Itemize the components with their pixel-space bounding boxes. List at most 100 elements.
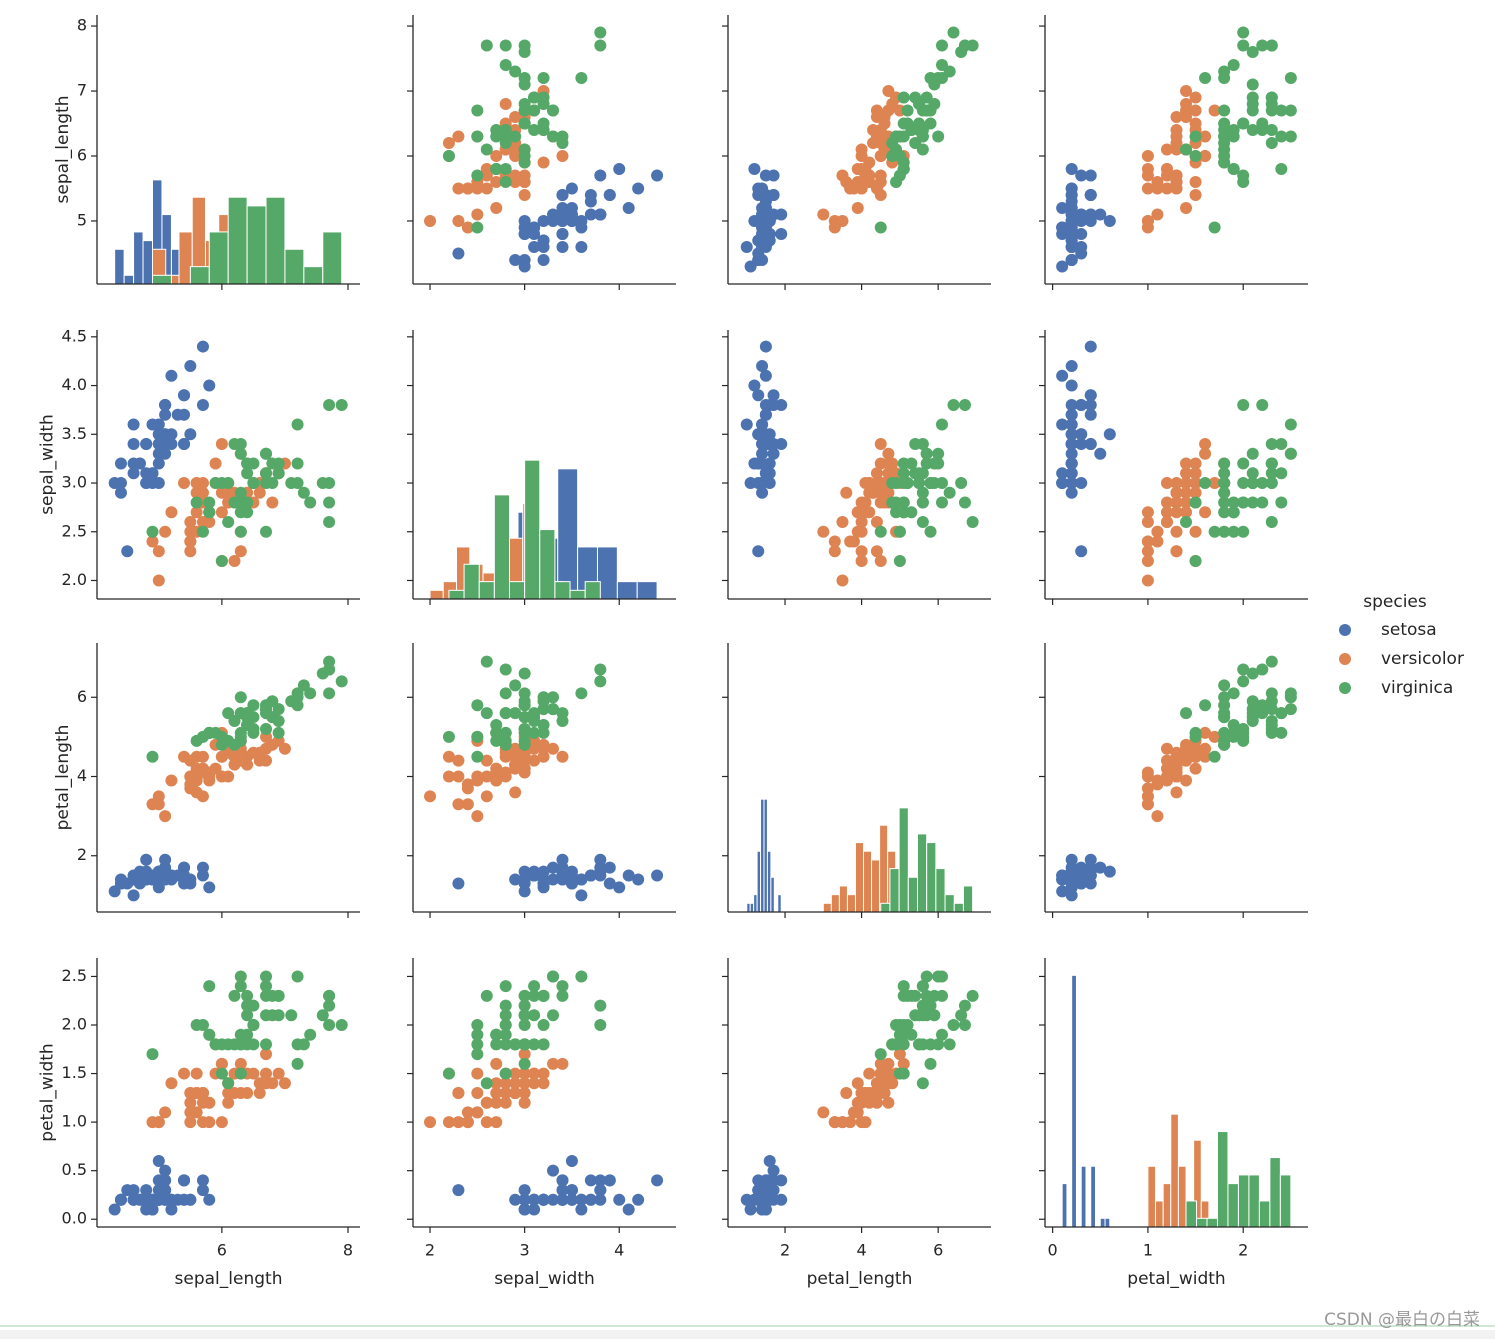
scatter-point bbox=[159, 438, 172, 451]
scatter-point bbox=[1170, 766, 1183, 779]
scatter-point bbox=[490, 175, 503, 188]
scatter-point bbox=[565, 1184, 578, 1197]
scatter-point bbox=[518, 39, 531, 52]
scatter-point bbox=[897, 467, 910, 480]
scatter-point bbox=[461, 221, 474, 234]
scatter-point bbox=[886, 1038, 899, 1051]
scatter-point bbox=[909, 989, 922, 1002]
scatter-point bbox=[575, 1193, 588, 1206]
hist-bar bbox=[1147, 1165, 1157, 1228]
scatter-point bbox=[565, 1154, 578, 1167]
scatter-point bbox=[594, 999, 607, 1012]
scatter-point bbox=[184, 428, 197, 441]
scatter-point bbox=[565, 214, 578, 227]
scatter-point bbox=[1246, 124, 1259, 137]
scatter-point bbox=[1170, 137, 1183, 150]
scatter-point bbox=[152, 574, 165, 587]
scatter-point bbox=[1256, 663, 1269, 676]
scatter-point bbox=[1237, 457, 1250, 470]
scatter-point bbox=[537, 750, 550, 763]
scatter-point bbox=[1199, 699, 1212, 712]
scatter-point bbox=[916, 486, 929, 499]
hist-bar bbox=[953, 902, 964, 913]
y-tick-label: 2.0 bbox=[62, 570, 87, 589]
scatter-point bbox=[323, 496, 336, 509]
hist-bar bbox=[777, 894, 782, 913]
scatter-point bbox=[632, 873, 645, 886]
scatter-point bbox=[1199, 130, 1212, 143]
scatter-point bbox=[924, 72, 937, 85]
scatter-point bbox=[897, 980, 910, 993]
scatter-point bbox=[1141, 169, 1154, 182]
scatter-point bbox=[304, 1028, 317, 1041]
scatter-point bbox=[452, 1116, 465, 1129]
scatter-point bbox=[1275, 130, 1288, 143]
scatter-point bbox=[1218, 467, 1231, 480]
scatter-point bbox=[1084, 853, 1097, 866]
scatter-point bbox=[304, 496, 317, 509]
scatter-point bbox=[490, 1077, 503, 1090]
scatter-point bbox=[203, 881, 216, 894]
scatter-point bbox=[518, 1067, 531, 1080]
scatter-point bbox=[1056, 418, 1069, 431]
scatter-point bbox=[1160, 742, 1173, 755]
scatter-point bbox=[452, 130, 465, 143]
scatter-point bbox=[556, 853, 569, 866]
scatter-point bbox=[1189, 104, 1202, 117]
hist-bar bbox=[756, 850, 762, 913]
scatter-point bbox=[537, 240, 550, 253]
scatter-point bbox=[499, 1067, 512, 1080]
scatter-point bbox=[913, 1038, 926, 1051]
scatter-point bbox=[759, 1174, 772, 1187]
hist-bar bbox=[1248, 1174, 1260, 1228]
scatter-point bbox=[159, 853, 172, 866]
scatter-point bbox=[575, 1203, 588, 1216]
hist-bar bbox=[854, 842, 865, 913]
scatter-point bbox=[752, 253, 765, 266]
scatter-point bbox=[575, 221, 588, 234]
scatter-point bbox=[840, 486, 853, 499]
scatter-point bbox=[1189, 457, 1202, 470]
scatter-point bbox=[1160, 143, 1173, 156]
scatter-point bbox=[1180, 143, 1193, 156]
scatter-point bbox=[323, 989, 336, 1002]
scatter-point bbox=[499, 39, 512, 52]
scatter-point bbox=[1084, 389, 1097, 402]
scatter-point bbox=[1065, 399, 1078, 412]
scatter-point bbox=[471, 750, 484, 763]
scatter-point bbox=[190, 1019, 203, 1032]
scatter-point bbox=[537, 1193, 550, 1206]
scatter-point bbox=[556, 149, 569, 162]
scatter-point bbox=[442, 149, 455, 162]
scatter-point bbox=[215, 1116, 228, 1129]
scatter-point bbox=[613, 162, 626, 175]
scatter-point bbox=[518, 1038, 531, 1051]
scatter-point bbox=[424, 1116, 437, 1129]
scatter-point bbox=[509, 253, 522, 266]
scatter-point bbox=[241, 467, 254, 480]
scatter-point bbox=[442, 730, 455, 743]
scatter-point bbox=[171, 869, 184, 882]
scatter-point bbox=[509, 1067, 522, 1080]
scatter-point bbox=[1180, 506, 1193, 519]
scatter-point bbox=[234, 506, 247, 519]
scatter-point bbox=[958, 1019, 971, 1032]
scatter-point bbox=[114, 486, 127, 499]
scatter-point bbox=[1218, 738, 1231, 751]
scatter-point bbox=[272, 1009, 285, 1022]
scatter-point bbox=[897, 496, 910, 509]
scatter-point bbox=[452, 877, 465, 890]
scatter-point bbox=[893, 130, 906, 143]
scatter-point bbox=[744, 1203, 757, 1216]
hist-bar bbox=[1104, 1217, 1111, 1228]
scatter-point bbox=[756, 240, 769, 253]
scatter-point bbox=[1218, 496, 1231, 509]
scatter-point bbox=[1199, 506, 1212, 519]
scatter-point bbox=[509, 1193, 522, 1206]
scatter-point bbox=[651, 169, 664, 182]
scatter-point bbox=[146, 1203, 159, 1216]
scatter-point bbox=[1141, 214, 1154, 227]
scatter-point bbox=[528, 742, 541, 755]
scatter-point bbox=[594, 1019, 607, 1032]
scatter-point bbox=[518, 72, 531, 85]
